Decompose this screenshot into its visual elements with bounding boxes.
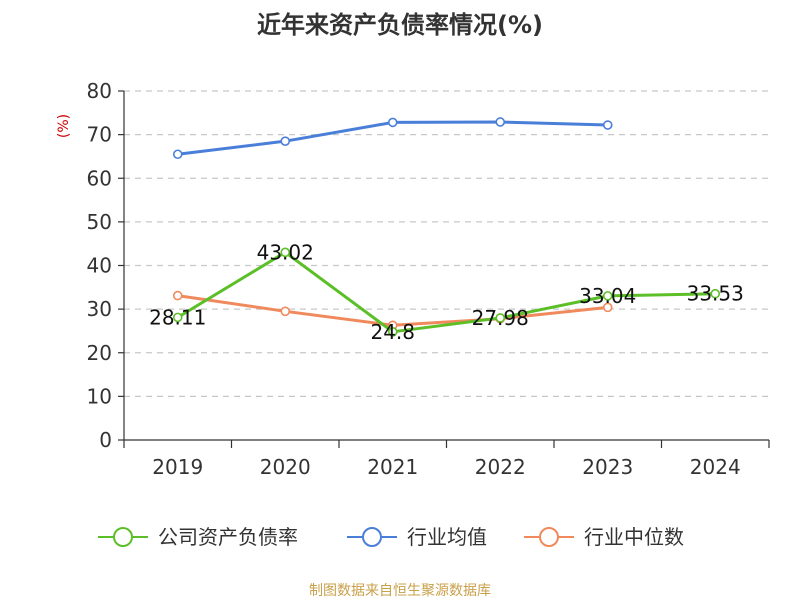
series-0 (172, 247, 721, 337)
x-tick-label: 2021 (367, 455, 418, 479)
series-line (176, 250, 716, 334)
data-point[interactable] (710, 288, 721, 299)
y-tick-label: 30 (87, 297, 112, 321)
y-tick-label: 40 (87, 254, 112, 278)
data-point[interactable] (172, 149, 183, 160)
data-label: 28.11 (149, 305, 206, 329)
source-note: 制图数据来自恒生聚源数据库 (309, 583, 491, 599)
data-point[interactable] (387, 117, 398, 128)
data-labels: 28.11 43.02 24.8 27.98 33.04 33.53 (149, 240, 744, 343)
legend-item-0[interactable]: 公司资产负债率 (98, 525, 298, 549)
legend-swatch-marker (539, 527, 559, 547)
y-tick-label: 50 (87, 210, 112, 234)
data-label: 33.04 (579, 284, 636, 308)
legend-swatch-marker (113, 527, 133, 547)
legend[interactable]: 公司资产负债率 行业均值 行业中位数 (98, 525, 684, 549)
x-tick-label: 2023 (582, 455, 633, 479)
y-tick-label: 60 (87, 166, 112, 190)
y-tick-label: 20 (87, 341, 112, 365)
y-tick-label: 0 (99, 428, 112, 452)
x-tick-label: 2022 (475, 455, 526, 479)
data-label: 43.02 (257, 240, 314, 264)
data-point[interactable] (602, 120, 613, 130)
axes: 0 10 20 30 40 50 60 70 80 2019 2020 2021 2022 2023 202… (87, 79, 770, 479)
data-point[interactable] (172, 312, 183, 323)
data-point[interactable] (602, 302, 613, 313)
series-2 (172, 290, 613, 331)
gridlines (124, 90, 769, 397)
legend-label: 公司资产负债率 (158, 525, 298, 549)
x-tick-label: 2020 (260, 455, 311, 479)
data-label: 33.53 (687, 282, 744, 306)
y-axis-label: (%) (56, 114, 72, 138)
legend-label: 行业均值 (407, 525, 487, 549)
legend-item-2[interactable]: 行业中位数 (524, 525, 684, 549)
y-tick-label: 10 (87, 384, 112, 408)
series-1 (172, 117, 613, 160)
data-point[interactable] (387, 327, 398, 337)
chart-title: 近年来资产负债率情况(%) (257, 11, 543, 39)
data-point[interactable] (495, 313, 506, 323)
data-point[interactable] (172, 290, 183, 301)
data-point[interactable] (280, 306, 291, 317)
y-tick-label: 80 (87, 79, 112, 103)
legend-swatch-marker (362, 527, 382, 547)
legend-label: 行业中位数 (584, 525, 684, 549)
legend-item-1[interactable]: 行业均值 (347, 525, 487, 549)
data-point[interactable] (280, 247, 291, 258)
data-point[interactable] (495, 117, 506, 127)
series-layer (172, 117, 721, 337)
data-point[interactable] (280, 136, 291, 146)
x-tick-label: 2019 (152, 455, 203, 479)
data-label: 24.8 (370, 320, 415, 344)
data-label: 27.98 (472, 306, 529, 330)
data-point[interactable] (602, 291, 613, 301)
y-tick-label: 70 (87, 123, 112, 147)
x-tick-label: 2024 (690, 455, 741, 479)
